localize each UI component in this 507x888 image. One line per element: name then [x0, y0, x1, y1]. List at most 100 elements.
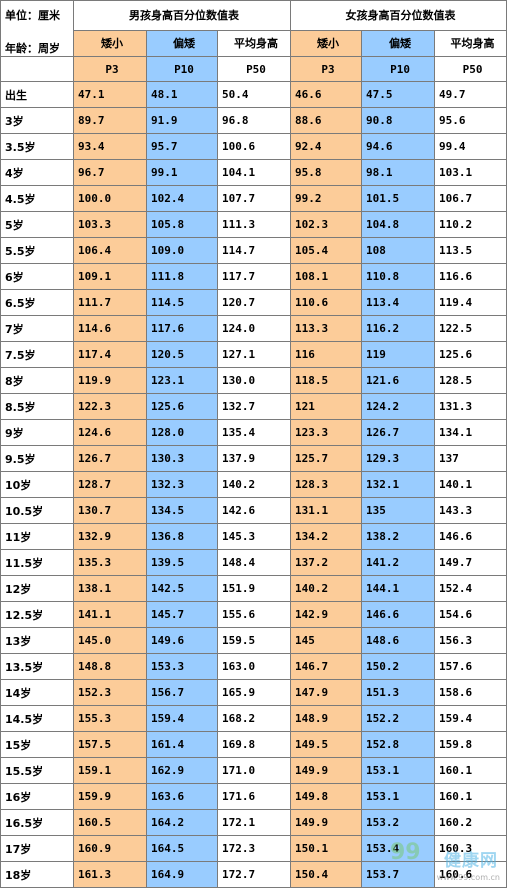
age-cell: 11.5岁	[0, 549, 74, 576]
age-cell: 6.5岁	[0, 289, 74, 316]
girls-table-title: 女孩身高百分位数值表	[290, 0, 507, 31]
age-cell: 16.5岁	[0, 809, 74, 836]
header-row-categories: 矮小 偏矮 平均身高 矮小 偏矮 平均身高	[1, 29, 507, 58]
girls-p50-cell: 149.7	[434, 549, 507, 576]
age-cell: 3.5岁	[0, 133, 74, 160]
header-row-titles: 单位：厘米 年龄：周岁 男孩身高百分位数值表 女孩身高百分位数值表	[0, 0, 507, 57]
boys-p50-cell: 132.7	[216, 393, 292, 420]
age-column-spacer	[0, 56, 74, 82]
table-row: 15.5岁 159.1 162.9 171.0 149.9 153.1 160.1	[0, 757, 507, 784]
girls-p3-cell: 118.5	[290, 367, 363, 394]
boys-p50-cell: 151.9	[216, 575, 292, 602]
girls-p50-cell: 103.1	[434, 159, 507, 186]
girls-p3-cell: 134.2	[290, 523, 363, 550]
girls-p3-cell: 92.4	[290, 133, 363, 160]
girls-p50-cell: 158.6	[434, 679, 507, 706]
girls-p50-cell: 156.3	[434, 627, 507, 654]
girls-p50-cell: 106.7	[434, 185, 507, 212]
girls-p10-cell: 153.1	[361, 783, 436, 810]
age-cell: 17岁	[0, 835, 74, 862]
girls-p3-cell: 46.6	[290, 81, 363, 108]
age-cell: 14.5岁	[0, 705, 74, 732]
boys-p10-cell: 149.6	[146, 627, 218, 654]
boys-p50-cell: 120.7	[216, 289, 292, 316]
boys-p50-cell: 140.2	[216, 471, 292, 498]
girls-p10-cell: 146.6	[361, 601, 436, 628]
age-cell: 8岁	[0, 367, 74, 394]
girls-p3-cell: 105.4	[290, 237, 363, 264]
boys-p3-cell: 145.0	[73, 627, 147, 654]
boys-p10-cell: 164.5	[146, 835, 218, 862]
boys-p50-cell: 100.6	[216, 133, 292, 160]
table-row: 8.5岁 122.3 125.6 132.7 121 124.2 131.3	[0, 393, 507, 420]
girls-p3-cell: 99.2	[290, 185, 363, 212]
boys-p3-cell: 157.5	[73, 731, 147, 758]
girls-p10-cell: 141.2	[361, 549, 436, 576]
age-cell: 10岁	[0, 471, 74, 498]
boys-p3-cell: 124.6	[73, 419, 147, 446]
girls-p50-cell: 110.2	[434, 211, 507, 238]
boys-p3-cell: 122.3	[73, 393, 147, 420]
girls-p3-cell: 131.1	[290, 497, 363, 524]
girls-p3-cell: 102.3	[290, 211, 363, 238]
girls-p3-cell: 146.7	[290, 653, 363, 680]
girls-p10-cell: 94.6	[361, 133, 436, 160]
girls-p10-cell: 104.8	[361, 211, 436, 238]
age-cell: 12.5岁	[0, 601, 74, 628]
girls-p50-cell: 131.3	[434, 393, 507, 420]
girls-p50-cell: 122.5	[434, 315, 507, 342]
boys-p10-cell: 128.0	[146, 419, 218, 446]
age-label: 年龄：周岁	[5, 42, 60, 55]
boys-p3-cell: 135.3	[73, 549, 147, 576]
girls-p10-cell: 150.2	[361, 653, 436, 680]
boys-p50-cell: 155.6	[216, 601, 292, 628]
boys-p10-cell: 159.4	[146, 705, 218, 732]
boys-p50-cell: 171.0	[216, 757, 292, 784]
unit-age-cell: 单位：厘米 年龄：周岁	[0, 0, 74, 57]
boys-p10-cell: 134.5	[146, 497, 218, 524]
girls-p10-cell: 90.8	[361, 107, 436, 134]
table-row: 4.5岁 100.0 102.4 107.7 99.2 101.5 106.7	[0, 185, 507, 212]
girls-p50-header: P50	[434, 56, 507, 82]
table-row: 16.5岁 160.5 164.2 172.1 149.9 153.2 160.2	[0, 809, 507, 836]
boys-p3-cell: 161.3	[73, 861, 147, 888]
age-cell: 5岁	[0, 211, 74, 238]
table-row: 18岁 161.3 164.9 172.7 150.4 153.7 160.6	[0, 861, 507, 888]
girls-p10-cell: 153.2	[361, 809, 436, 836]
girls-p50-cell: 113.5	[434, 237, 507, 264]
table-row: 9岁 124.6 128.0 135.4 123.3 126.7 134.1	[0, 419, 507, 446]
table-row: 3.5岁 93.4 95.7 100.6 92.4 94.6 99.4	[0, 133, 507, 160]
boys-p50-cell: 169.8	[216, 731, 292, 758]
boys-p3-cell: 47.1	[73, 81, 147, 108]
boys-p50-cell: 124.0	[216, 315, 292, 342]
table-row: 13.5岁 148.8 153.3 163.0 146.7 150.2 157.6	[0, 653, 507, 680]
girls-p50-cell: 159.4	[434, 705, 507, 732]
girls-p3-cell: 116	[290, 341, 363, 368]
table-row: 14岁 152.3 156.7 165.9 147.9 151.3 158.6	[0, 679, 507, 706]
girls-p10-cell: 108	[361, 237, 436, 264]
girls-p10-cell: 110.8	[361, 263, 436, 290]
age-cell: 3岁	[0, 107, 74, 134]
table-row: 5岁 103.3 105.8 111.3 102.3 104.8 110.2	[0, 211, 507, 238]
girls-p10-cell: 153.1	[361, 757, 436, 784]
header-row-percentiles: P3 P10 P50 P3 P10 P50	[0, 56, 507, 82]
unit-label: 单位：厘米	[5, 9, 60, 22]
boys-p50-cell: 117.7	[216, 263, 292, 290]
boys-p10-cell: 99.1	[146, 159, 218, 186]
girls-p10-cell: 119	[361, 341, 436, 368]
boys-p50-cell: 127.1	[216, 341, 292, 368]
boys-p10-cell: 139.5	[146, 549, 218, 576]
boys-p50-cell: 50.4	[216, 81, 292, 108]
age-cell: 5.5岁	[0, 237, 74, 264]
girls-p10-cell: 151.3	[361, 679, 436, 706]
boys-p10-cell: 91.9	[146, 107, 218, 134]
age-cell: 15.5岁	[0, 757, 74, 784]
boys-p3-cell: 160.9	[73, 835, 147, 862]
boys-p10-cell: 132.3	[146, 471, 218, 498]
girls-p3-cell: 128.3	[290, 471, 363, 498]
boys-p50-cell: 114.7	[216, 237, 292, 264]
girls-p10-header: P10	[361, 56, 436, 82]
boys-p3-cell: 148.8	[73, 653, 147, 680]
boys-below-avg-header: 偏矮	[146, 29, 218, 58]
age-cell: 7岁	[0, 315, 74, 342]
